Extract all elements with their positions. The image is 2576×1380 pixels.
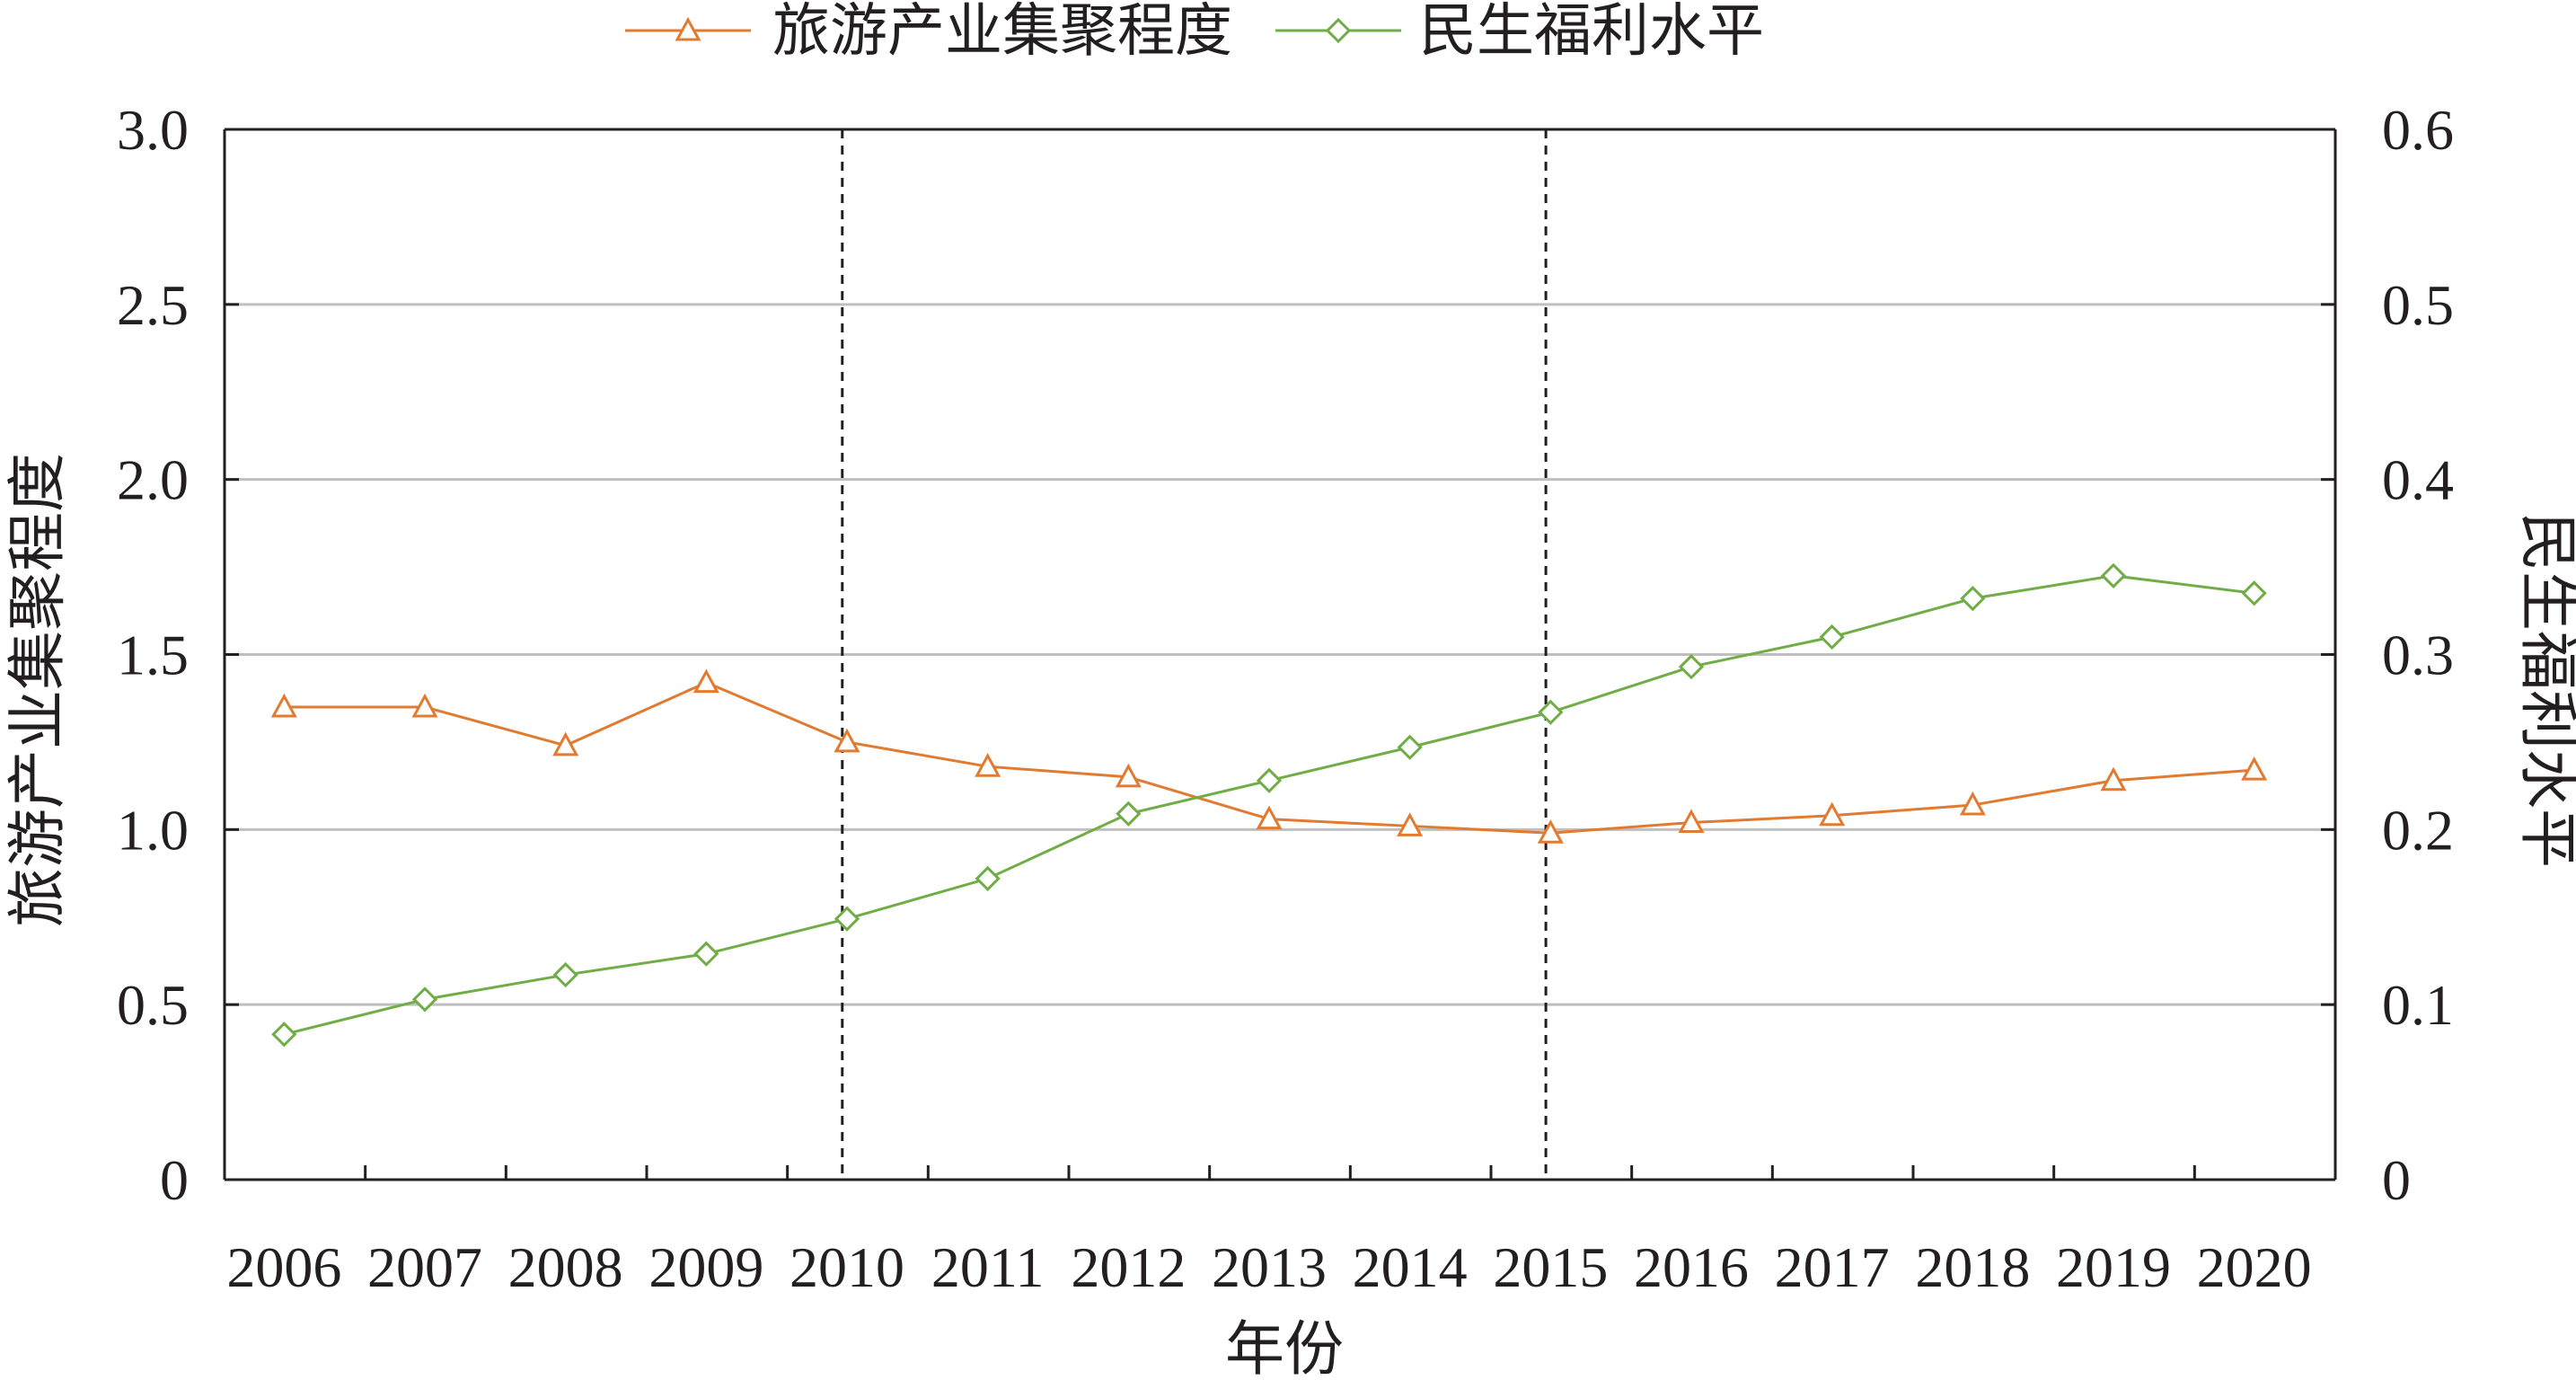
- left-y-tick-label: 3.0: [117, 98, 189, 162]
- x-tick-label: 2014: [1353, 1235, 1468, 1299]
- x-tick-label: 2009: [648, 1235, 763, 1299]
- legend-item-tourism: 旅游产业集聚程度: [625, 0, 1232, 63]
- right-y-tick-label: 0: [2382, 1148, 2411, 1212]
- x-tick-label: 2011: [931, 1235, 1045, 1299]
- series-2-point: [693, 941, 719, 967]
- series-1: [270, 668, 2268, 844]
- series-2-point: [975, 865, 1001, 892]
- series-2-point: [1256, 767, 1283, 793]
- x-tick-label: 2013: [1212, 1235, 1327, 1299]
- right-y-tick-label: 0.4: [2382, 448, 2454, 512]
- series-2-point: [1960, 586, 1986, 612]
- left-y-tick-label: 2.0: [117, 448, 189, 512]
- right-y-tick-label: 0.1: [2382, 973, 2454, 1037]
- right-y-tick-labels: 0 0.1 0.2 0.3 0.4 0.5 0.6: [2382, 98, 2454, 1212]
- legend: 旅游产业集聚程度 民生福利水平: [625, 0, 1764, 63]
- series-2-point: [1397, 734, 1423, 760]
- series-2-point: [271, 1022, 297, 1048]
- series-2-point: [2100, 562, 2127, 588]
- series-1-point: [975, 753, 1001, 777]
- series-1-point: [1115, 763, 1142, 788]
- right-y-tick-label: 0.5: [2382, 273, 2454, 337]
- legend-label-tourism: 旅游产业集聚程度: [772, 0, 1232, 63]
- left-y-axis-title: 旅游产业集聚程度: [5, 453, 71, 927]
- left-y-tick-labels: 0 0.5 1.0 1.5 2.0 2.5 3.0: [117, 98, 189, 1212]
- series-1-point: [1678, 809, 1705, 834]
- series-2-point: [1678, 654, 1705, 680]
- x-axis-title: 年份: [1225, 1317, 1344, 1380]
- legend-item-welfare: 民生福利水平: [1275, 0, 1764, 63]
- left-y-tick-label: 1.0: [117, 798, 189, 862]
- series-1-point: [834, 728, 860, 753]
- series-2-point: [411, 986, 438, 1013]
- series-2-point: [834, 906, 860, 932]
- x-tick-labels: 2006 2007 2008 2009 2010 2011 2012 2013 2014 2015…: [226, 1235, 2311, 1299]
- series-1-point: [1256, 805, 1283, 830]
- x-tick-label: 2017: [1775, 1235, 1890, 1299]
- series-1-point: [411, 693, 438, 718]
- left-y-tick-label: 0.5: [117, 973, 189, 1037]
- x-tick-label: 2006: [226, 1235, 341, 1299]
- series-1-point: [2241, 756, 2268, 781]
- series-1-point: [1819, 801, 1846, 827]
- right-y-tick-label: 0.6: [2382, 98, 2454, 162]
- right-y-axis-title: 民生福利水平: [2514, 512, 2576, 868]
- series-2-point: [1116, 801, 1142, 827]
- x-tick-label: 2018: [1915, 1235, 2030, 1299]
- series-1-point: [552, 731, 579, 756]
- x-tick-label: 2010: [790, 1235, 904, 1299]
- series-2: [271, 562, 2267, 1048]
- left-y-tick-label: 2.5: [117, 273, 189, 337]
- legend-triangle-marker-icon: [675, 16, 701, 41]
- x-tick-label: 2007: [367, 1235, 482, 1299]
- series-layer: [270, 562, 2268, 1048]
- right-y-tick-label: 0.3: [2382, 624, 2454, 687]
- series-1-point: [270, 693, 297, 718]
- legend-label-welfare: 民生福利水平: [1419, 0, 1764, 63]
- axis-ticks: [223, 128, 2337, 1181]
- series-2-point: [1538, 699, 1564, 725]
- right-y-tick-label: 0.2: [2382, 798, 2454, 862]
- x-tick-label: 2019: [2056, 1235, 2171, 1299]
- series-2-point: [1819, 624, 1845, 650]
- series-1-point: [693, 668, 719, 694]
- series-2-point: [2241, 580, 2267, 606]
- reference-lines: [841, 129, 1548, 1180]
- x-tick-label: 2020: [2197, 1235, 2312, 1299]
- x-tick-label: 2012: [1071, 1235, 1186, 1299]
- x-tick-label: 2008: [508, 1235, 623, 1299]
- x-tick-label: 2015: [1493, 1235, 1608, 1299]
- series-2-point: [552, 961, 578, 988]
- series-1-point: [1537, 819, 1564, 844]
- left-y-tick-label: 0: [160, 1148, 189, 1212]
- series-1-point: [1959, 791, 1986, 816]
- legend-diamond-marker-icon: [1325, 17, 1352, 44]
- left-y-tick-label: 1.5: [117, 624, 189, 687]
- series-1-point: [1397, 812, 1424, 836]
- x-tick-label: 2016: [1634, 1235, 1749, 1299]
- gridlines: [225, 128, 2335, 1006]
- series-1-point: [2100, 766, 2127, 792]
